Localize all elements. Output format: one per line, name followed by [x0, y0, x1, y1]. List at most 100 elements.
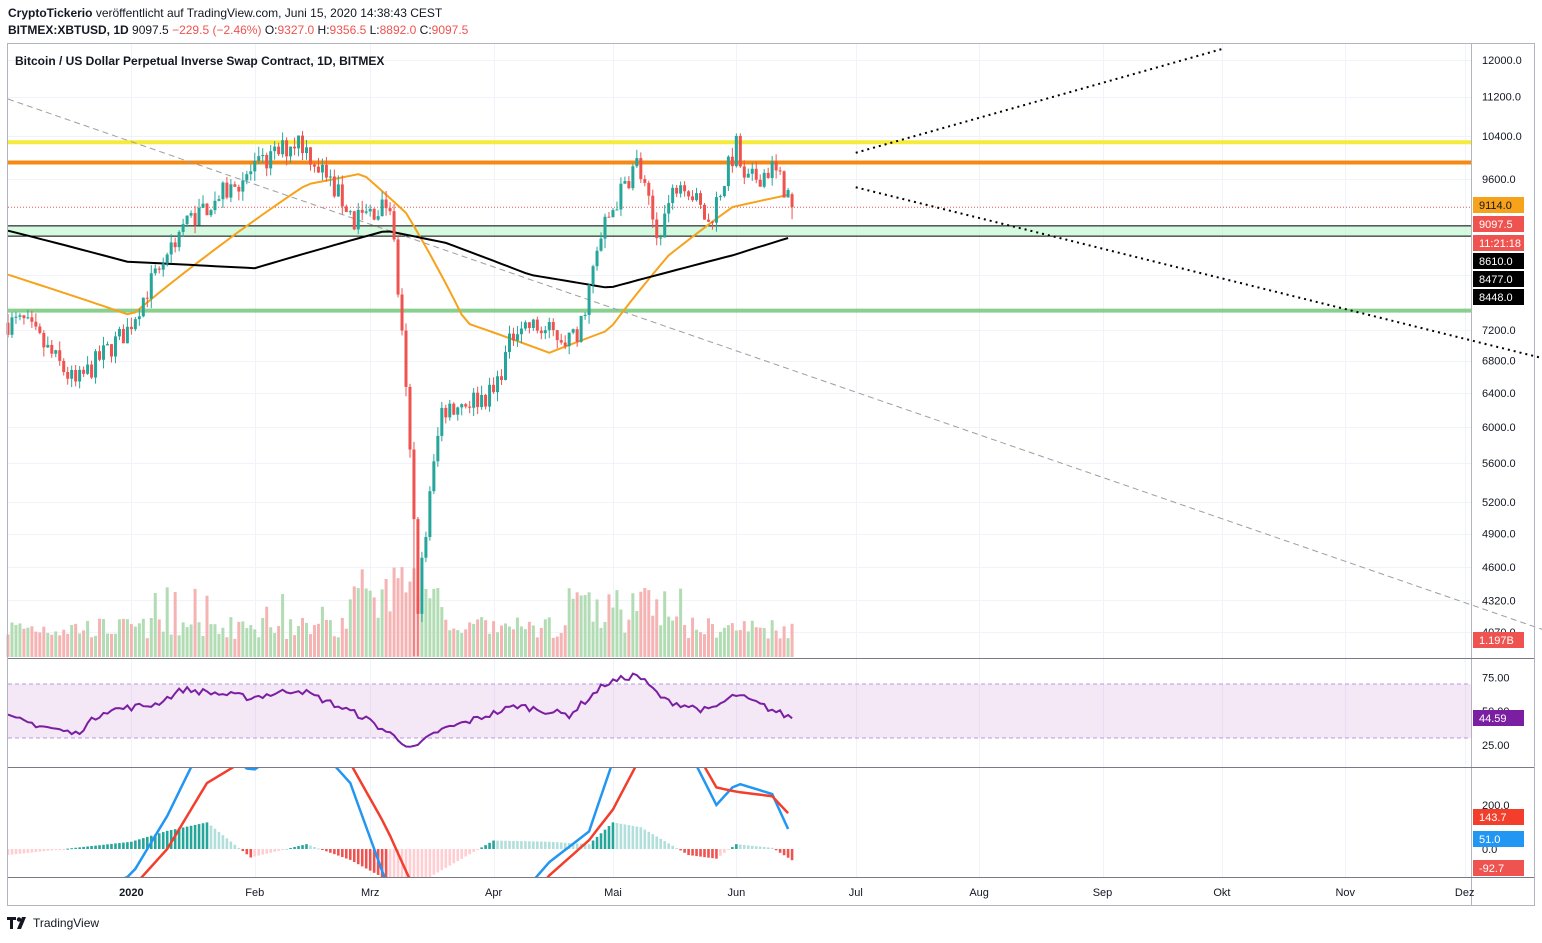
macd-histogram-bar [683, 849, 686, 853]
candle-body [297, 135, 301, 149]
macd-histogram-bar [221, 835, 225, 849]
price-badges: 9114.0 9097.5 11:21:18 8610.0 8477.0 8448.0 1.… [1473, 197, 1524, 876]
candle-body [384, 199, 388, 209]
macd-histogram-bar [754, 846, 758, 849]
volume-bar [117, 619, 121, 657]
macd-histogram-bar [185, 826, 189, 849]
candle-body [543, 330, 547, 334]
volume-bar [699, 632, 703, 657]
volume-bar [778, 638, 782, 657]
macd-histogram-bar [329, 849, 332, 853]
candle-body [82, 369, 86, 374]
candle-body [289, 146, 293, 157]
candle-body [404, 330, 408, 387]
candle-body [165, 254, 169, 264]
macd-histogram-bar [82, 846, 85, 849]
candle-body [420, 557, 424, 614]
volume-bar [647, 590, 651, 657]
volume-bar [241, 621, 245, 657]
candle-body [643, 179, 647, 183]
candle-body [364, 211, 368, 213]
macd-histogram-bar [126, 842, 129, 849]
macd-histogram-bar [233, 844, 237, 849]
candle-body [328, 176, 332, 178]
volume-bar [492, 621, 496, 657]
volume-bar [70, 625, 74, 657]
candle-body [619, 183, 623, 210]
macd-histogram-bar [627, 825, 631, 849]
footer-brand[interactable]: TradingView [6, 916, 99, 930]
volume-bar [113, 633, 117, 657]
candle-body [563, 342, 567, 347]
volume-bar [627, 619, 631, 657]
volume-bar [456, 630, 460, 657]
trendlines[interactable] [7, 48, 1542, 644]
time-tick-label: Mrz [361, 887, 379, 899]
candle-body [38, 326, 42, 333]
macd-histogram-bar [122, 842, 125, 849]
trendline-dashed[interactable] [7, 98, 1542, 644]
volume-bar [265, 606, 269, 657]
macd-histogram-bar [583, 843, 587, 849]
macd-histogram-bar [106, 844, 109, 849]
volume-bar [671, 620, 675, 657]
trendline-dotted[interactable] [855, 48, 1223, 154]
time-tick-label: Mai [604, 887, 622, 899]
candle-body [750, 168, 754, 174]
macd-histogram-bar [317, 848, 320, 850]
volume-bar [305, 622, 308, 657]
candle-body [233, 184, 237, 187]
candle-body [444, 407, 448, 418]
price-axis[interactable]: 12000.011200.010400.09600.08800.08000.07… [1482, 55, 1522, 856]
macd-histogram-bar [241, 849, 245, 852]
macd-histogram-bar [786, 849, 790, 858]
publisher-name[interactable]: CryptoTickerio [8, 6, 93, 20]
volume-bar [695, 629, 699, 657]
volume-bar [631, 593, 635, 657]
macd-histogram-bar [153, 834, 157, 849]
macd-histogram-bar [261, 849, 265, 855]
macd-plot [8, 768, 794, 877]
macd-histogram-bar [102, 844, 105, 849]
volume-bar [94, 635, 98, 657]
volume-bar [396, 578, 400, 657]
horizontal-levels[interactable] [8, 140, 1471, 313]
macd-histogram-bar [217, 831, 221, 849]
candle-body [595, 250, 599, 267]
candle-body [675, 187, 679, 194]
volume-bar [511, 629, 515, 657]
candle-body [396, 239, 400, 295]
candle-body [62, 360, 66, 373]
candle-body [492, 384, 496, 393]
candle-body [301, 135, 305, 154]
candle-body [488, 384, 492, 407]
candle-body [293, 146, 297, 149]
macd-histogram-bar [615, 823, 619, 849]
time-axis[interactable]: 2020 Feb Mrz Apr Mai Jun Jul Aug Sep Okt Nov Dez [119, 887, 1474, 899]
macd-histogram-bar [165, 830, 169, 849]
volume-bar [14, 625, 18, 657]
volume-bar [153, 592, 157, 657]
candle-body [392, 211, 396, 240]
symbol-label[interactable]: BITMEX:XBTUSD, 1D [8, 23, 129, 37]
candle-body [706, 219, 710, 222]
volume-bar [249, 625, 253, 657]
candle-body [113, 336, 117, 357]
volume-bar [555, 636, 559, 657]
badge-rsi-bg [1473, 710, 1524, 726]
volume-bar [714, 637, 718, 657]
candle-body [324, 164, 328, 178]
candle-body [527, 322, 531, 328]
volume-bar [253, 629, 257, 657]
macd-histogram-bar [512, 840, 515, 849]
candle-body [141, 297, 145, 317]
time-tick-label: Jul [849, 887, 863, 899]
macd-histogram-bar [440, 849, 444, 871]
badge-level-3-bg [1473, 289, 1524, 305]
macd-histogram-bar [388, 849, 392, 877]
trendline-dotted[interactable] [855, 186, 1542, 368]
volume-bar [496, 632, 500, 657]
badge-level-3: 8448.0 [1479, 292, 1513, 304]
candle-body [336, 184, 340, 197]
